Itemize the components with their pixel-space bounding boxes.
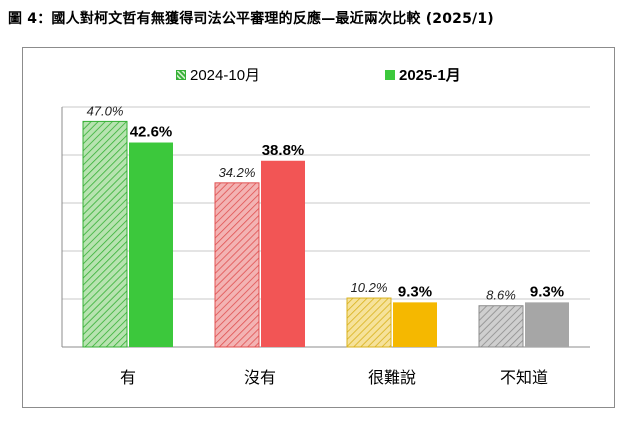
category-label: 不知道 [500,368,548,387]
category-label: 很難說 [368,368,416,387]
legend-swatch-hatched [176,69,186,80]
bar-2024-10 [346,297,392,348]
data-label-2024-10: 8.6% [486,288,516,303]
bar-2024-10 [478,305,524,348]
category-label: 有 [120,368,136,387]
data-label-2024-10: 34.2% [219,165,256,180]
legend-label-old: 2024-10月 [190,67,261,84]
data-label-2025-1: 9.3% [398,283,432,300]
legend-item-old: 2024-10月 [176,64,260,85]
data-label-2024-10: 47.0% [87,103,124,118]
legend-item-new: 2025-1月 [385,64,461,85]
legend-swatch-solid [385,69,395,80]
bar-2025-1 [525,302,569,347]
bar-2024-10 [214,182,260,348]
legend: 2024-10月 2025-1月 [0,64,636,84]
bar-2025-1 [129,142,173,347]
data-label-2025-1: 38.8% [262,142,305,159]
category-label: 沒有 [244,368,276,387]
bar-2024-10 [82,120,128,348]
data-label-2025-1: 42.6% [130,124,173,141]
bar-2025-1 [261,160,305,347]
legend-label-new: 2025-1月 [399,67,461,84]
data-label-2024-10: 10.2% [351,280,388,295]
figure-title: 圖 4：國人對柯文哲有無獲得司法公平審理的反應—最近兩次比較 (2025/1) [8,11,494,27]
bar-2025-1 [393,302,437,347]
data-label-2025-1: 9.3% [530,283,564,300]
